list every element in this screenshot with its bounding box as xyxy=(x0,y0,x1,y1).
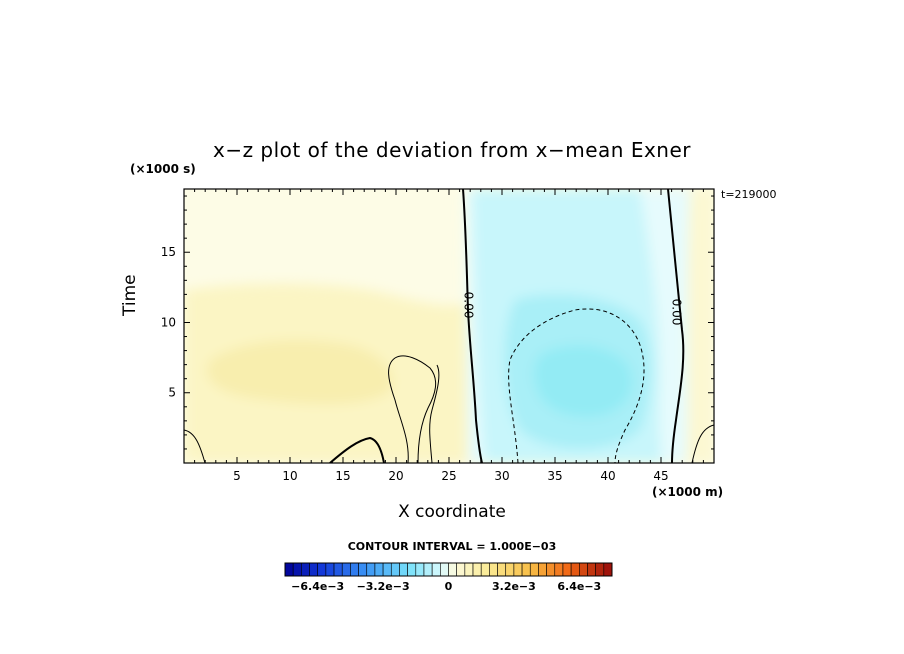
colorbar-swatch xyxy=(464,562,474,577)
colorbar-swatch xyxy=(472,562,482,577)
y-tick-label: 5 xyxy=(168,386,176,400)
x-tick-label: 45 xyxy=(653,469,668,483)
colorbar-swatch xyxy=(529,562,539,577)
time-label: t=219000 xyxy=(721,188,777,201)
colorbar-frame xyxy=(284,562,613,577)
negative-contour xyxy=(508,308,645,463)
colorbar-swatch xyxy=(578,562,588,577)
zero-contour-right xyxy=(667,189,685,463)
field-right-positive xyxy=(686,189,714,463)
colorbar-swatch xyxy=(562,562,572,577)
chart-title: x−z plot of the deviation from x−mean Ex… xyxy=(212,138,691,162)
colorbar-swatch xyxy=(538,562,547,577)
field-negative-minimum xyxy=(534,345,633,417)
x-tick-label: 30 xyxy=(494,469,509,483)
x-tick-label: 40 xyxy=(600,469,615,483)
colorbar-swatch xyxy=(415,562,425,577)
colorbar-swatch xyxy=(440,562,449,577)
colorbar-swatch xyxy=(358,562,368,577)
zero-contour-label: 0.00 xyxy=(462,292,476,319)
contour-labels: 0.00 0.00 xyxy=(462,292,684,326)
field-shading xyxy=(184,189,714,463)
colorbar-swatch xyxy=(309,562,318,577)
colorbar-swatch xyxy=(390,562,400,577)
colorbar xyxy=(284,562,613,577)
colorbar-tick-label: 6.4e−3 xyxy=(557,580,601,593)
zero-contour-label: 0.00 xyxy=(670,299,684,326)
thin-contour-left-edge xyxy=(184,429,206,463)
colorbar-swatch xyxy=(317,562,327,577)
x-tick-label: 15 xyxy=(335,469,350,483)
colorbar-tick-label: −3.2e−3 xyxy=(357,580,410,593)
colorbar-tick-label: −6.4e−3 xyxy=(291,580,344,593)
y-tick-label: 15 xyxy=(161,245,176,259)
colorbar-swatch xyxy=(325,562,335,577)
colorbar-swatch xyxy=(448,562,457,577)
field-positive-peak xyxy=(206,340,393,405)
thin-contour-b xyxy=(429,364,440,463)
x-tick-label: 5 xyxy=(233,469,241,483)
x-axis-ticks: 5 10 15 20 25 30 35 40 45 xyxy=(194,189,704,483)
colorbar-swatch xyxy=(366,562,376,577)
y-tick-label: 10 xyxy=(161,315,176,329)
contour-interval-label: CONTOUR INTERVAL = 1.000E−03 xyxy=(347,540,557,553)
colorbar-tick-label: 3.2e−3 xyxy=(492,580,536,593)
thin-contour-bottom xyxy=(329,436,385,463)
x-tick-label: 25 xyxy=(441,469,456,483)
y-axis-ticks: 5 10 15 xyxy=(161,195,714,450)
colorbar-swatch xyxy=(489,562,498,577)
colorbar-swatch xyxy=(350,562,359,577)
colorbar-swatch xyxy=(570,562,580,577)
colorbar-swatch xyxy=(407,562,417,577)
colorbar-swatch xyxy=(374,562,384,577)
colorbar-swatch xyxy=(546,562,556,577)
colorbar-swatch xyxy=(603,562,613,577)
colorbar-swatch xyxy=(399,562,408,577)
colorbar-swatch xyxy=(382,562,392,577)
colorbar-swatch xyxy=(333,562,343,577)
thin-contour-a xyxy=(388,355,437,463)
colorbar-swatch xyxy=(480,562,490,577)
colorbar-swatch xyxy=(554,562,564,577)
colorbar-swatch xyxy=(587,562,596,577)
x-tick-label: 20 xyxy=(388,469,403,483)
colorbar-swatch xyxy=(505,562,515,577)
colorbar-swatch xyxy=(423,562,433,577)
colorbar-swatch xyxy=(513,562,523,577)
colorbar-swatch xyxy=(301,562,310,577)
y-axis-unit: (×1000 s) xyxy=(130,162,196,176)
colorbar-swatch xyxy=(456,562,466,577)
x-tick-label: 35 xyxy=(547,469,562,483)
colorbar-swatch xyxy=(292,562,302,577)
colorbar-swatch xyxy=(595,562,605,577)
colorbar-swatch xyxy=(521,562,531,577)
zero-contour-left xyxy=(462,189,483,463)
colorbar-labels: −6.4e−3 −3.2e−3 0 3.2e−3 6.4e−3 xyxy=(291,580,601,593)
colorbar-swatch xyxy=(431,562,441,577)
x-tick-label: 10 xyxy=(282,469,297,483)
colorbar-swatch xyxy=(284,562,294,577)
x-axis-label: X coordinate xyxy=(398,502,506,522)
x-axis-unit: (×1000 m) xyxy=(652,485,724,499)
colorbar-swatch xyxy=(341,562,351,577)
thin-contour-right-edge xyxy=(691,424,714,463)
colorbar-swatch xyxy=(497,562,507,577)
colorbar-tick-label: 0 xyxy=(445,580,453,593)
